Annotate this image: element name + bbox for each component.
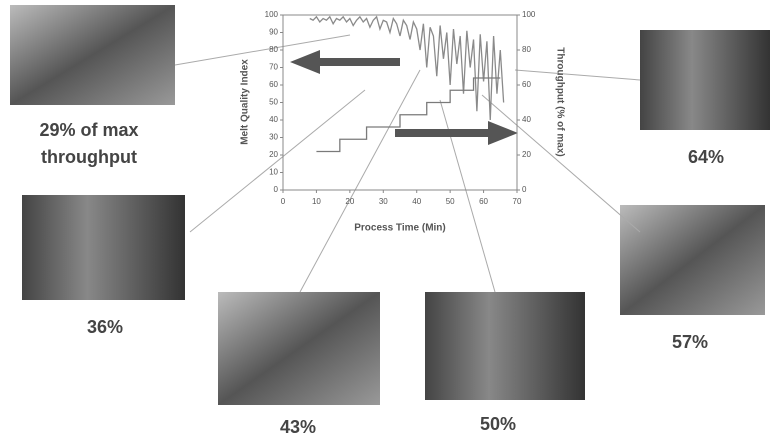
series-line xyxy=(316,78,500,152)
x-tick-label: 30 xyxy=(379,197,388,206)
x-tick-label: 0 xyxy=(281,197,286,206)
y-tick-label: 0 xyxy=(274,185,279,194)
y2-tick-label: 60 xyxy=(522,80,531,89)
photo xyxy=(10,5,175,105)
series-line xyxy=(310,17,504,120)
y2-tick-label: 0 xyxy=(522,185,527,194)
y-tick-label: 100 xyxy=(265,10,279,19)
x-tick-label: 10 xyxy=(312,197,321,206)
connector xyxy=(190,90,365,232)
photo-label: 43% xyxy=(248,414,348,441)
y2-tick-label: 20 xyxy=(522,150,531,159)
photo xyxy=(218,292,380,405)
arrow xyxy=(290,50,400,74)
figure: Process Time (Min) Melt Quality Index Th… xyxy=(0,0,775,441)
photo-label: 29% of max throughput xyxy=(14,117,164,171)
y-tick-label: 20 xyxy=(269,150,278,159)
y-tick-label: 50 xyxy=(269,98,278,107)
photo-label: 64% xyxy=(656,144,756,171)
plot-frame xyxy=(283,15,517,190)
photo xyxy=(620,205,765,315)
x-tick-label: 20 xyxy=(345,197,354,206)
photo-label: 36% xyxy=(55,314,155,341)
y-tick-label: 90 xyxy=(269,28,278,37)
page: Process Time (Min) Melt Quality Index Th… xyxy=(0,0,775,441)
x-tick-label: 70 xyxy=(513,197,522,206)
y-tick-label: 40 xyxy=(269,115,278,124)
connector xyxy=(300,70,420,292)
y-tick-label: 10 xyxy=(269,168,278,177)
y-axis-label: Melt Quality Index xyxy=(240,59,251,145)
connector xyxy=(515,70,640,80)
x-tick-label: 60 xyxy=(479,197,488,206)
y2-tick-label: 40 xyxy=(522,115,531,124)
photo xyxy=(22,195,185,300)
x-tick-label: 50 xyxy=(446,197,455,206)
x-tick-label: 40 xyxy=(412,197,421,206)
connector xyxy=(440,100,495,292)
y2-tick-label: 80 xyxy=(522,45,531,54)
y2-axis-label: Throughput (% of max) xyxy=(554,47,565,156)
photo xyxy=(640,30,770,130)
y-tick-label: 60 xyxy=(269,80,278,89)
photo-label: 57% xyxy=(640,329,740,356)
y-tick-label: 80 xyxy=(269,45,278,54)
y2-tick-label: 100 xyxy=(522,10,536,19)
y-tick-label: 30 xyxy=(269,133,278,142)
photo xyxy=(425,292,585,400)
arrow xyxy=(395,121,518,145)
photo-label: 50% xyxy=(448,411,548,438)
y-tick-label: 70 xyxy=(269,63,278,72)
x-axis-label: Process Time (Min) xyxy=(354,223,446,234)
